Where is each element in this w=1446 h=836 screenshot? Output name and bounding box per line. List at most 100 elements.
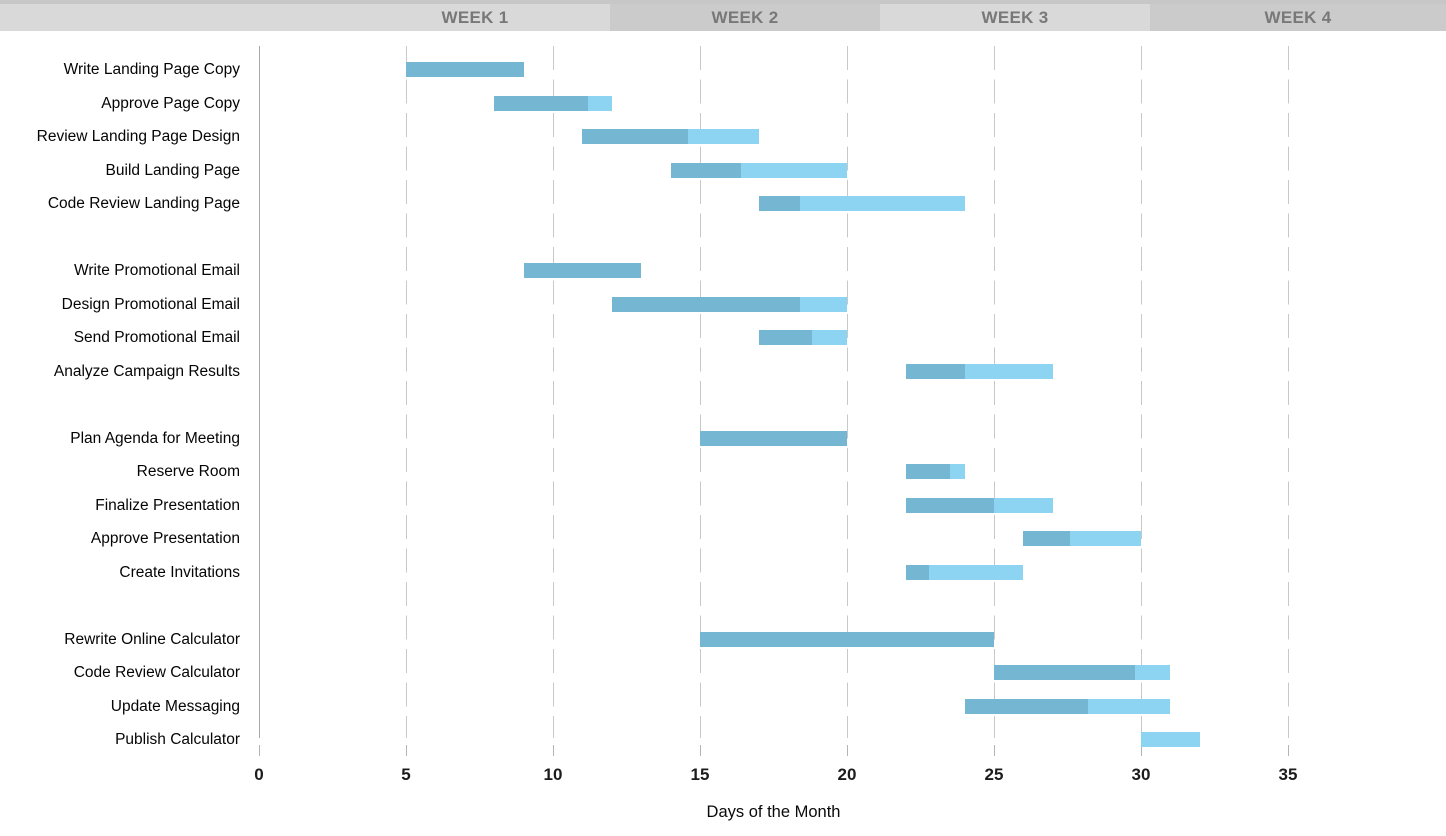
bar-remaining-segment	[1141, 732, 1200, 747]
week-label: WEEK 3	[981, 7, 1049, 27]
gantt-bar	[406, 62, 524, 77]
bar-remaining-segment	[964, 363, 1053, 379]
bar-complete-segment	[905, 564, 930, 580]
gantt-bar	[758, 330, 847, 345]
bar-remaining-segment	[949, 464, 965, 479]
week-band: WEEK 3	[880, 4, 1150, 31]
x-axis-title: Days of the Month	[706, 803, 841, 821]
task-label: Code Review Calculator	[73, 664, 240, 681]
axis-tick-label: 30	[1131, 765, 1151, 784]
gantt-bar	[905, 363, 1053, 379]
task-label: Create Invitations	[119, 563, 240, 581]
gantt-bar	[523, 263, 642, 278]
gantt-bar	[994, 665, 1171, 680]
bar-remaining-segment	[588, 95, 612, 111]
axis-tick-label: 25	[984, 765, 1004, 784]
axis-tick	[1288, 745, 1289, 756]
task-label: Write Landing Page Copy	[63, 61, 240, 78]
gridline	[553, 46, 554, 738]
bar-complete-segment	[406, 62, 524, 77]
task-label: Reserve Room	[136, 463, 240, 480]
week-label: WEEK 4	[1264, 7, 1332, 27]
axis-tick-label: 35	[1278, 765, 1298, 784]
bar-remaining-segment	[993, 497, 1053, 513]
axis-tick	[259, 745, 260, 756]
bar-complete-segment	[494, 95, 589, 111]
week-header: WEEK 1 WEEK 2 WEEK 3 WEEK 4	[0, 0, 1446, 31]
axis-tick	[406, 745, 407, 756]
bar-remaining-segment	[811, 330, 847, 345]
task-label: Plan Agenda for Meeting	[70, 429, 240, 447]
bar-complete-segment	[611, 296, 800, 312]
gantt-bar	[494, 95, 612, 111]
gridline	[1288, 46, 1289, 738]
bar-complete-segment	[700, 430, 847, 446]
task-label: Publish Calculator	[115, 731, 240, 748]
task-label: Build Landing Page	[105, 161, 240, 179]
bar-remaining-segment	[688, 129, 759, 144]
bar-remaining-segment	[799, 296, 847, 312]
gantt-bar	[905, 464, 965, 479]
bar-complete-segment	[523, 263, 642, 278]
axis-tick-label: 15	[690, 765, 710, 784]
axis-tick	[700, 745, 701, 756]
bar-complete-segment	[905, 497, 994, 513]
bar-remaining-segment	[1135, 665, 1171, 680]
task-label: Update Messaging	[110, 697, 240, 715]
task-label: Review Landing Page Design	[36, 128, 240, 145]
task-label: Write Promotional Email	[74, 262, 240, 279]
gantt-bar	[700, 430, 847, 446]
bar-complete-segment	[670, 162, 742, 178]
task-label: Approve Presentation	[90, 530, 240, 547]
bar-remaining-segment	[1088, 698, 1171, 714]
axis-tick-label: 20	[837, 765, 857, 784]
week-label: WEEK 1	[441, 7, 509, 27]
gantt-bar	[700, 631, 994, 647]
bar-complete-segment	[905, 363, 965, 379]
task-label: Analyze Campaign Results	[53, 362, 240, 380]
task-label: Code Review Landing Page	[47, 195, 240, 212]
task-label: Send Promotional Email	[73, 329, 240, 346]
gantt-bar	[905, 497, 1053, 513]
bar-complete-segment	[758, 196, 800, 211]
axis-tick-label: 5	[401, 765, 411, 784]
week-band: WEEK 2	[610, 4, 880, 31]
week-label: WEEK 2	[711, 7, 779, 27]
bar-complete-segment	[700, 631, 994, 647]
gridline	[406, 46, 407, 738]
bar-remaining-segment	[1070, 531, 1141, 546]
gantt-bar	[1023, 531, 1141, 546]
task-label: Design Promotional Email	[61, 295, 240, 313]
gantt-bar	[670, 162, 847, 178]
header-top-strip	[0, 0, 1446, 4]
week-band: WEEK 4	[1150, 4, 1446, 31]
task-label: Finalize Presentation	[95, 496, 240, 514]
axis-tick-label: 0	[254, 765, 264, 784]
bar-complete-segment	[582, 129, 689, 144]
gantt-bar	[905, 564, 1024, 580]
gantt-bar	[611, 296, 847, 312]
bar-complete-segment	[994, 665, 1136, 680]
task-label: Rewrite Online Calculator	[64, 630, 240, 648]
bar-complete-segment	[758, 330, 812, 345]
gantt-bar	[758, 196, 965, 211]
bar-remaining-segment	[929, 564, 1024, 580]
task-label: Approve Page Copy	[101, 94, 240, 112]
axis-tick	[553, 745, 554, 756]
gridline	[1141, 46, 1142, 738]
gantt-bar	[582, 129, 759, 144]
bar-complete-segment	[905, 464, 950, 479]
week-band: WEEK 1	[340, 4, 610, 31]
gridline	[994, 46, 995, 738]
axis-tick	[1141, 745, 1142, 756]
gantt-bar	[1141, 732, 1200, 747]
gridline	[700, 46, 701, 738]
bar-complete-segment	[1023, 531, 1071, 546]
bar-complete-segment	[964, 698, 1089, 714]
axis-zero-line	[259, 46, 260, 738]
gridline	[847, 46, 848, 738]
week-header-filler	[0, 4, 340, 31]
axis-tick	[994, 745, 995, 756]
